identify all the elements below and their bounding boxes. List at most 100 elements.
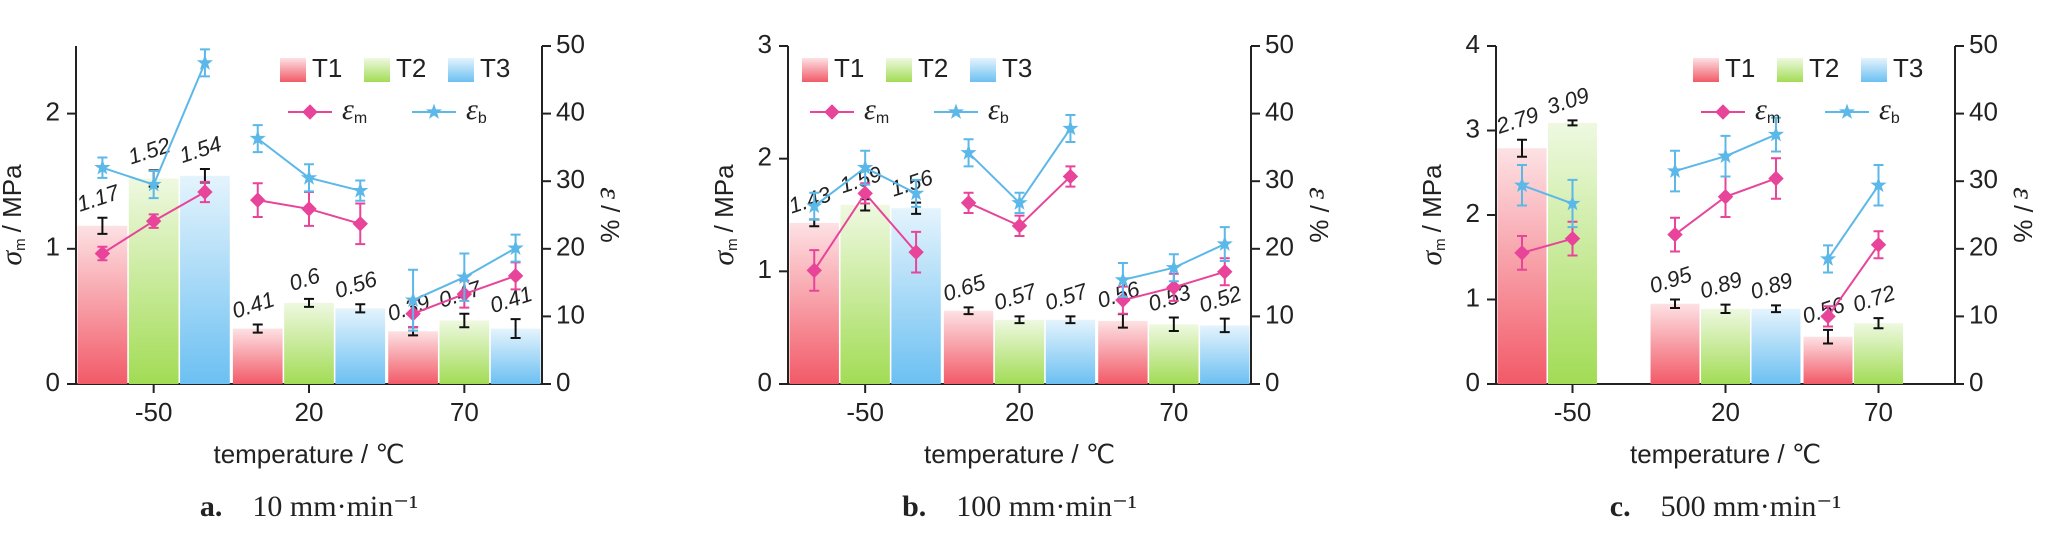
legend-label: εm <box>1755 93 1780 127</box>
star-marker <box>1767 126 1785 142</box>
star-marker <box>196 54 214 70</box>
value-label: 0.89 <box>1697 266 1745 303</box>
value-label: 0.56 <box>332 266 381 303</box>
y2-tick-label: 40 <box>1969 96 1998 126</box>
y-tick-label: 1 <box>46 232 60 262</box>
diamond-marker <box>94 245 111 262</box>
bar <box>1803 336 1853 384</box>
legend-swatch <box>280 58 306 82</box>
value-label: 0.6 <box>286 262 324 295</box>
y-tick-label: 3 <box>1466 113 1480 143</box>
y2-axis-label: ε / % <box>594 187 627 242</box>
star-marker <box>425 103 443 119</box>
star-marker <box>94 159 111 175</box>
x-tick-label: -50 <box>846 397 884 427</box>
value-label: 0.41 <box>229 286 277 323</box>
star-marker <box>249 130 266 146</box>
x-tick-label: -50 <box>135 397 173 427</box>
caption-letter: c. <box>1610 490 1631 523</box>
star-marker <box>1011 194 1028 210</box>
error-bar <box>1873 317 1884 330</box>
star-marker <box>507 239 524 256</box>
legend-swatch <box>364 58 390 82</box>
star-marker <box>300 169 318 185</box>
legend-symbol: ε <box>988 93 1000 126</box>
bar <box>180 175 230 384</box>
star-marker <box>1216 235 1233 251</box>
error-bar <box>1014 315 1025 325</box>
line <box>1827 244 1880 317</box>
caption-letter: b. <box>902 490 926 523</box>
legend-label: T3 <box>480 53 510 83</box>
bar <box>232 328 283 384</box>
value-label: 0.57 <box>991 278 1040 315</box>
bar <box>994 319 1045 384</box>
diamond-marker <box>960 195 977 211</box>
legend-sub: b <box>478 110 487 127</box>
value-label: 0.72 <box>1850 280 1898 317</box>
legend-label: T2 <box>1809 53 1839 83</box>
value-label: 1.43 <box>785 181 834 218</box>
value-label: 3.09 <box>1544 82 1592 119</box>
y2-tick-label: 10 <box>556 299 585 329</box>
bar <box>789 222 839 384</box>
line <box>1521 237 1573 254</box>
legend-label: εb <box>988 93 1009 127</box>
error-bar <box>1065 315 1076 325</box>
value-label: 1.52 <box>125 132 173 169</box>
value-label: 0.41 <box>487 281 535 318</box>
x-tick-label: 20 <box>1711 397 1740 427</box>
diamond-marker <box>1166 279 1182 296</box>
diamond-marker <box>352 216 368 232</box>
caption: a. 10 mm·min⁻¹ <box>200 490 418 523</box>
star-marker <box>1564 194 1581 211</box>
legend-label: εb <box>466 93 487 127</box>
legend-swatch <box>802 58 828 82</box>
error-bar <box>1823 328 1834 345</box>
legend-symbol: ε <box>1879 93 1891 126</box>
y2-tick-label: 40 <box>556 96 585 126</box>
caption: b. 100 mm·min⁻¹ <box>902 490 1137 523</box>
y2-axis-label: ε / % <box>1303 187 1336 242</box>
legend-swatch <box>1693 58 1719 82</box>
star-marker <box>456 268 473 285</box>
y-tick-label: 0 <box>758 367 772 397</box>
error-bar <box>963 306 974 316</box>
error-bar <box>1720 303 1731 315</box>
diamond-marker <box>1514 245 1530 261</box>
star-marker <box>1819 250 1837 266</box>
star-marker <box>145 176 162 192</box>
diamond-marker <box>857 185 873 202</box>
y2-tick-label: 20 <box>1969 232 1998 262</box>
value-label: 0.56 <box>1094 276 1143 313</box>
legend-label: εm <box>864 93 889 127</box>
caption-text: 10 mm·min⁻¹ <box>252 490 418 523</box>
diamond-marker <box>145 213 162 229</box>
value-label: 1.17 <box>74 179 123 216</box>
y-tick-label: 4 <box>1466 29 1480 59</box>
error-bar <box>97 216 108 235</box>
y-label-sub: m <box>724 238 741 251</box>
diamond-marker <box>806 262 822 279</box>
bar <box>1200 325 1250 384</box>
legend-label: T1 <box>834 53 864 83</box>
x-tick-label: 20 <box>295 397 324 427</box>
x-tick-label: 70 <box>1864 397 1893 427</box>
line <box>1827 184 1880 260</box>
y-axis-label: σm / MPa <box>1415 164 1449 266</box>
bar <box>335 308 386 384</box>
y-axis-label: σm / MPa <box>707 164 741 266</box>
line <box>102 62 206 186</box>
y2-tick-label: 0 <box>1265 367 1279 397</box>
y2-label-symbol: ε <box>1303 187 1336 199</box>
y2-label-unit: / % <box>1304 205 1334 243</box>
diamond-marker <box>1820 308 1836 325</box>
y-tick-label: 2 <box>758 142 772 172</box>
bar <box>284 302 334 384</box>
legend-label: T3 <box>1002 53 1032 83</box>
star-marker <box>1165 259 1182 275</box>
legend-label: T3 <box>1893 53 1923 83</box>
legend-label: T1 <box>312 53 342 83</box>
error-bar <box>1770 304 1781 314</box>
diamond-marker <box>1564 230 1581 247</box>
